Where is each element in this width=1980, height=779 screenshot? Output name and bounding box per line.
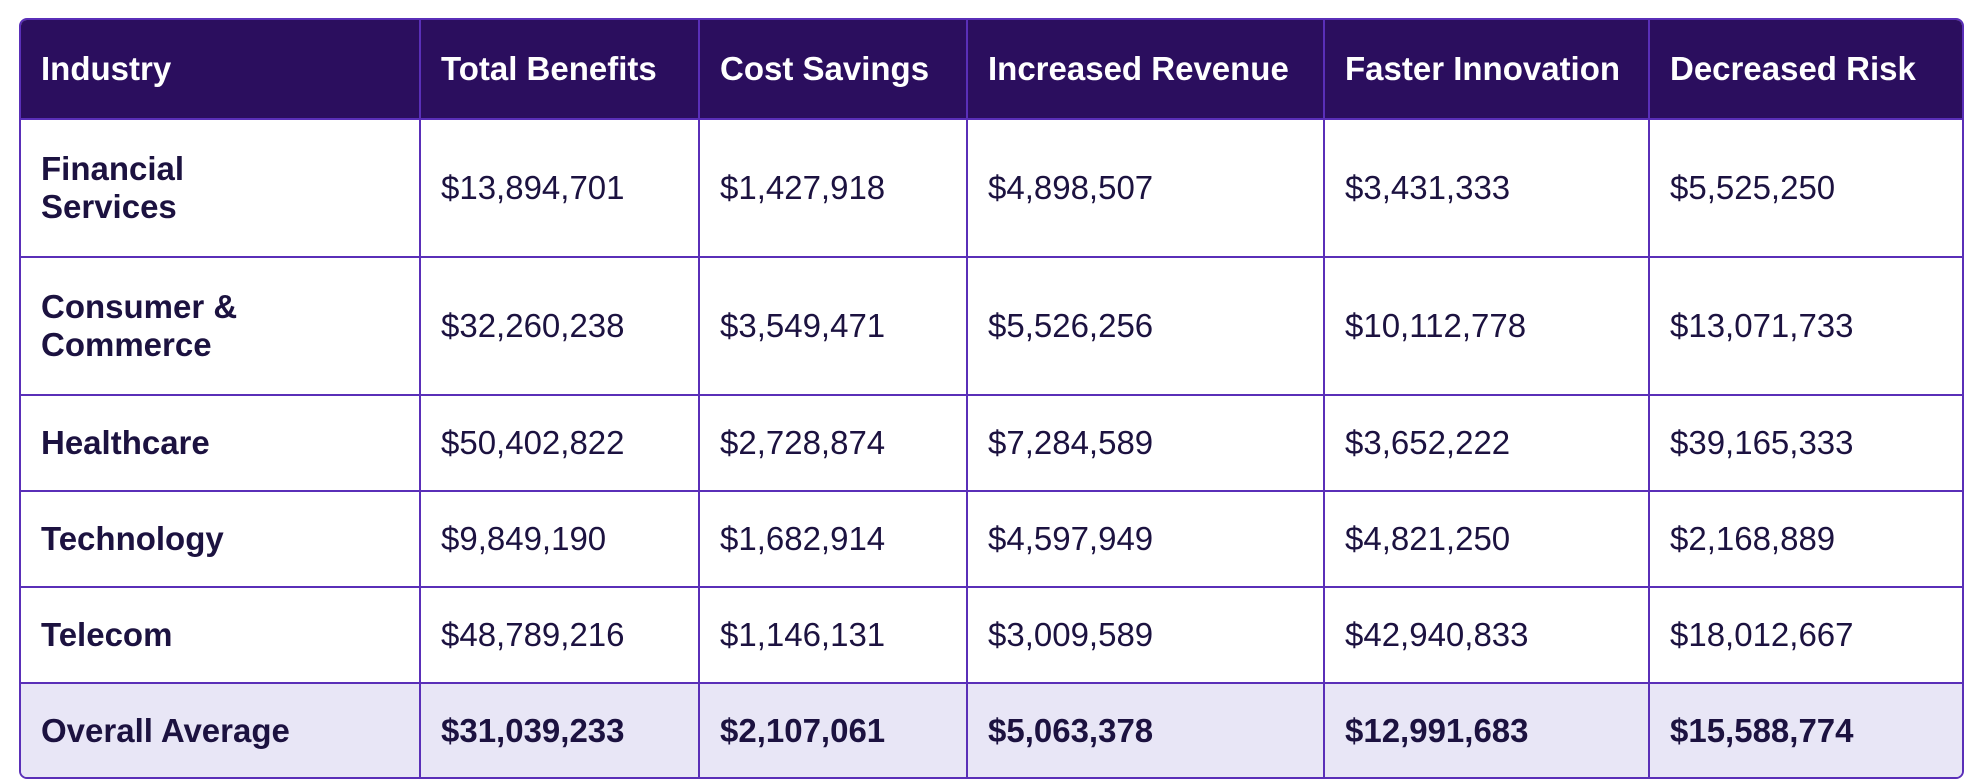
header-cell: Cost Savings	[698, 20, 968, 120]
summary-label: Overall Average	[21, 682, 421, 777]
value-cell: $3,009,589	[966, 586, 1325, 684]
industry-cell: Consumer & Commerce	[21, 256, 421, 396]
data-row: Technology $9,849,190 $1,682,914 $4,597,949…	[21, 490, 1962, 588]
value-cell: $39,165,333	[1648, 394, 1962, 492]
value-cell: $1,682,914	[698, 490, 968, 588]
header-cell: Decreased Risk	[1648, 20, 1962, 120]
value-cell: $13,894,701	[419, 118, 700, 258]
header-cell: Industry	[21, 20, 421, 120]
data-row: Healthcare $50,402,822 $2,728,874 $7,284,58…	[21, 394, 1962, 492]
industry-cell: Healthcare	[21, 394, 421, 492]
value-cell: $2,728,874	[698, 394, 968, 492]
value-cell: $5,525,250	[1648, 118, 1962, 258]
value-cell: $13,071,733	[1648, 256, 1962, 396]
value-cell: $3,652,222	[1323, 394, 1650, 492]
data-row: Consumer & Commerce $32,260,238 $3,549,471…	[21, 256, 1962, 396]
table-container: Industry Total Benefits Cost Savings Increa…	[19, 18, 1964, 779]
value-cell: $32,260,238	[419, 256, 700, 396]
value-cell: $1,427,918	[698, 118, 968, 258]
benefits-table: Industry Total Benefits Cost Savings Increa…	[21, 20, 1962, 777]
value-cell: $5,526,256	[966, 256, 1325, 396]
value-cell: $3,431,333	[1323, 118, 1650, 258]
value-cell: $4,821,250	[1323, 490, 1650, 588]
summary-value: $12,991,683	[1323, 682, 1650, 777]
summary-row: Overall Average $31,039,233 $2,107,061 $5,0…	[21, 682, 1962, 777]
industry-cell: Telecom	[21, 586, 421, 684]
value-cell: $7,284,589	[966, 394, 1325, 492]
summary-value: $31,039,233	[419, 682, 700, 777]
industry-cell: Technology	[21, 490, 421, 588]
summary-value: $2,107,061	[698, 682, 968, 777]
value-cell: $42,940,833	[1323, 586, 1650, 684]
value-cell: $18,012,667	[1648, 586, 1962, 684]
value-cell: $4,597,949	[966, 490, 1325, 588]
value-cell: $48,789,216	[419, 586, 700, 684]
value-cell: $2,168,889	[1648, 490, 1962, 588]
header-cell: Faster Innovation	[1323, 20, 1650, 120]
value-cell: $3,549,471	[698, 256, 968, 396]
value-cell: $9,849,190	[419, 490, 700, 588]
summary-value: $15,588,774	[1648, 682, 1962, 777]
header-row: Industry Total Benefits Cost Savings Increa…	[21, 20, 1962, 120]
value-cell: $1,146,131	[698, 586, 968, 684]
data-row: Telecom $48,789,216 $1,146,131 $3,009,589 $4…	[21, 586, 1962, 684]
value-cell: $4,898,507	[966, 118, 1325, 258]
value-cell: $50,402,822	[419, 394, 700, 492]
industry-cell: Financial Services	[21, 118, 421, 258]
summary-value: $5,063,378	[966, 682, 1325, 777]
value-cell: $10,112,778	[1323, 256, 1650, 396]
header-cell: Total Benefits	[419, 20, 700, 120]
header-cell: Increased Revenue	[966, 20, 1325, 120]
data-row: Financial Services $13,894,701 $1,427,918 $…	[21, 118, 1962, 258]
